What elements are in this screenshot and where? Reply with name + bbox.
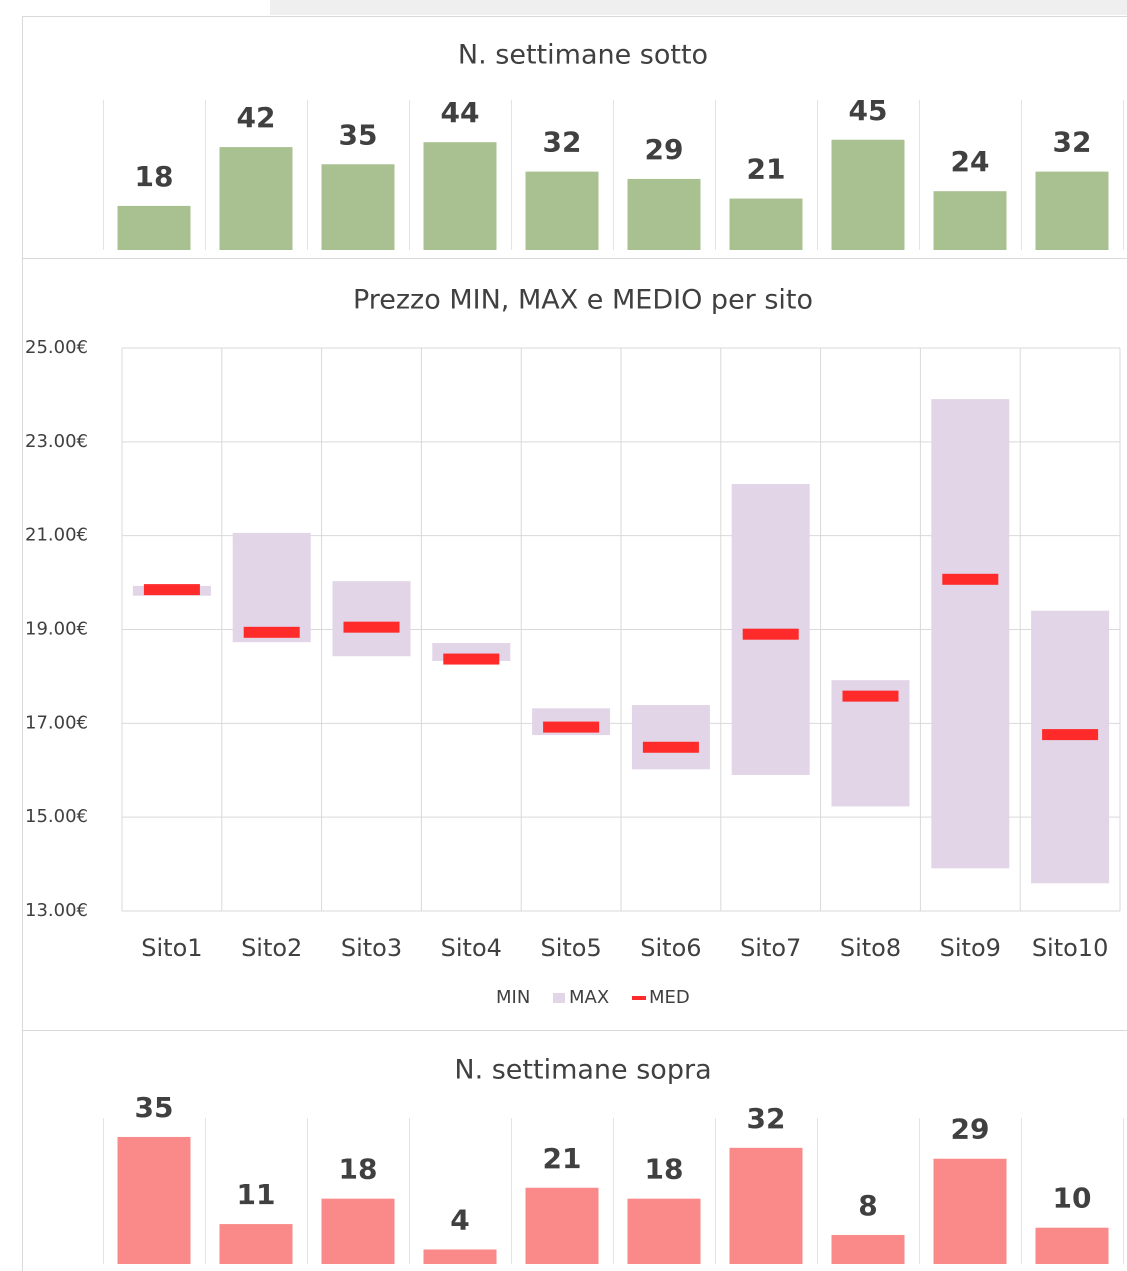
bar	[1035, 171, 1109, 250]
bar	[423, 142, 497, 250]
data-label: 42	[237, 101, 276, 134]
bar	[321, 1198, 395, 1264]
median-marker	[642, 741, 699, 753]
data-label: 11	[237, 1178, 276, 1211]
median-marker	[1042, 729, 1099, 741]
data-label: 4	[450, 1203, 469, 1236]
y-tick-label: 17.00€	[25, 712, 88, 733]
chart-title: N. settimane sotto	[458, 40, 708, 71]
data-label: 35	[135, 1091, 174, 1124]
bar	[1035, 1227, 1109, 1264]
bar	[831, 1234, 905, 1264]
data-label: 44	[441, 96, 480, 129]
data-label: 8	[858, 1189, 877, 1222]
bar	[729, 1147, 803, 1264]
data-label: 32	[543, 126, 582, 159]
legend-swatch	[553, 993, 565, 1003]
data-label: 45	[849, 94, 888, 127]
y-tick-label: 25.00€	[25, 337, 88, 358]
bar	[219, 1224, 293, 1264]
median-marker	[742, 628, 799, 640]
x-tick-label: Sito7	[740, 934, 801, 962]
range-bar	[931, 399, 1010, 869]
data-label: 21	[747, 153, 786, 186]
data-label: 24	[951, 145, 990, 178]
y-tick-label: 13.00€	[25, 900, 88, 921]
y-tick-label: 21.00€	[25, 525, 88, 546]
bar	[831, 139, 905, 250]
legend-label: MED	[649, 987, 690, 1008]
median-marker	[543, 721, 600, 733]
x-tick-label: Sito6	[640, 934, 701, 962]
y-tick-label: 19.00€	[25, 619, 88, 640]
x-tick-label: Sito8	[840, 934, 901, 962]
range-bar	[232, 532, 311, 643]
range-bar	[1031, 610, 1110, 884]
range-bar	[332, 581, 411, 657]
bar	[525, 1187, 599, 1264]
chart-title: N. settimane sopra	[454, 1055, 711, 1086]
x-tick-label: Sito10	[1032, 934, 1109, 962]
bar	[627, 178, 701, 250]
median-marker	[942, 573, 999, 585]
data-label: 32	[747, 1102, 786, 1135]
data-label: 29	[951, 1113, 990, 1146]
y-tick-label: 23.00€	[25, 431, 88, 452]
x-tick-label: Sito1	[141, 934, 202, 962]
x-tick-label: Sito3	[341, 934, 402, 962]
bar	[117, 205, 191, 250]
median-marker	[143, 584, 200, 596]
bar	[219, 147, 293, 250]
bar	[933, 1158, 1007, 1264]
top-strip	[270, 0, 1127, 15]
x-tick-label: Sito4	[441, 934, 502, 962]
bar	[525, 171, 599, 250]
legend-label: MIN	[496, 987, 530, 1008]
bar	[627, 1198, 701, 1264]
data-label: 29	[645, 133, 684, 166]
x-tick-label: Sito9	[940, 934, 1001, 962]
bar	[423, 1249, 497, 1264]
legend-label: MAX	[569, 987, 609, 1008]
chart-title: Prezzo MIN, MAX e MEDIO per sito	[353, 285, 813, 316]
data-label: 32	[1053, 126, 1092, 159]
bar	[729, 198, 803, 250]
data-label: 18	[339, 1153, 378, 1186]
bar	[117, 1136, 191, 1264]
x-tick-label: Sito2	[241, 934, 302, 962]
y-tick-label: 15.00€	[25, 806, 88, 827]
median-marker	[842, 690, 899, 702]
median-marker	[443, 653, 500, 665]
bar	[933, 191, 1007, 250]
data-label: 18	[135, 160, 174, 193]
data-label: 10	[1053, 1182, 1092, 1215]
median-marker	[343, 621, 400, 633]
data-label: 35	[339, 118, 378, 151]
x-tick-label: Sito5	[540, 934, 601, 962]
legend-swatch	[632, 996, 646, 1000]
data-label: 18	[645, 1153, 684, 1186]
median-marker	[243, 626, 300, 638]
data-label: 21	[543, 1142, 582, 1175]
range-bar	[631, 705, 710, 770]
bar	[321, 164, 395, 250]
